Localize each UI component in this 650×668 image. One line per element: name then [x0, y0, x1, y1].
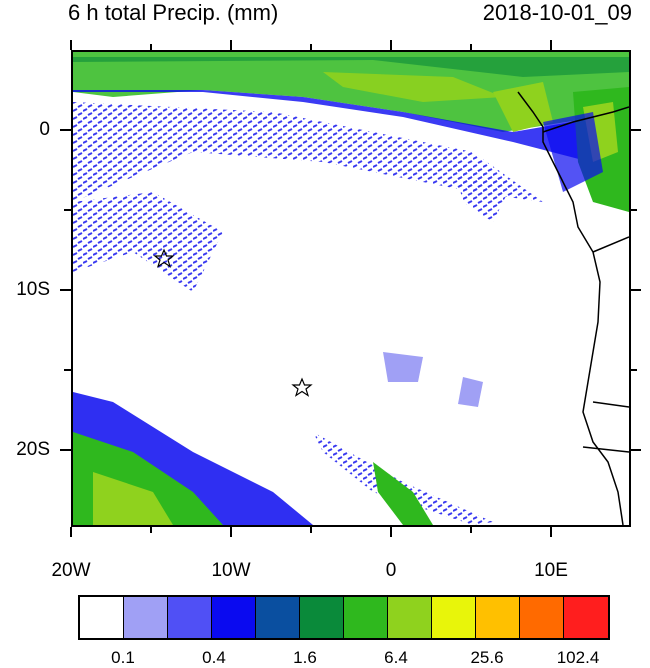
colorbar-swatch-3 [168, 597, 212, 638]
map-title: 6 h total Precip. (mm) [68, 0, 279, 25]
star-marker-2 [291, 377, 313, 397]
colorbar-label-3: 1.6 [293, 648, 317, 667]
colorbar-swatch-9 [432, 597, 476, 638]
colorbar-swatch-2 [124, 597, 168, 638]
colorbar-swatch-7 [344, 597, 388, 638]
map-canvas [73, 52, 629, 525]
colorbar-swatch-4 [212, 597, 256, 638]
colorbar-label-4: 6.4 [384, 648, 408, 667]
colorbar-label-5: 25.6 [470, 648, 504, 667]
lon-label-10w: 10W [211, 560, 251, 581]
colorbar-swatch-5 [256, 597, 300, 638]
colorbar-swatch-10 [476, 597, 520, 638]
lon-label-0: 0 [385, 560, 397, 581]
colorbar-swatch-12 [564, 597, 608, 638]
colorbar [78, 595, 610, 640]
coastline [517, 91, 629, 525]
precipitation-map [71, 50, 631, 527]
lon-label-20w: 20W [51, 560, 91, 581]
lat-label-20s: 20S [16, 439, 50, 460]
precip-band-south [73, 352, 493, 525]
colorbar-label-2: 0.4 [202, 648, 226, 667]
star-marker-1 [153, 248, 175, 268]
colorbar-swatch-8 [388, 597, 432, 638]
colorbar-swatch-1 [80, 597, 124, 638]
colorbar-swatch-11 [520, 597, 564, 638]
colorbar-swatch-6 [300, 597, 344, 638]
station-markers [153, 248, 313, 397]
map-timestamp: 2018-10-01_09 [482, 0, 632, 25]
lat-label-0: 0 [39, 119, 50, 140]
precip-band-north [73, 52, 629, 292]
lat-label-10s: 10S [16, 279, 50, 300]
colorbar-label-1: 0.1 [111, 648, 135, 667]
lon-label-10e: 10E [534, 560, 568, 581]
colorbar-label-6: 102.4 [556, 648, 600, 667]
